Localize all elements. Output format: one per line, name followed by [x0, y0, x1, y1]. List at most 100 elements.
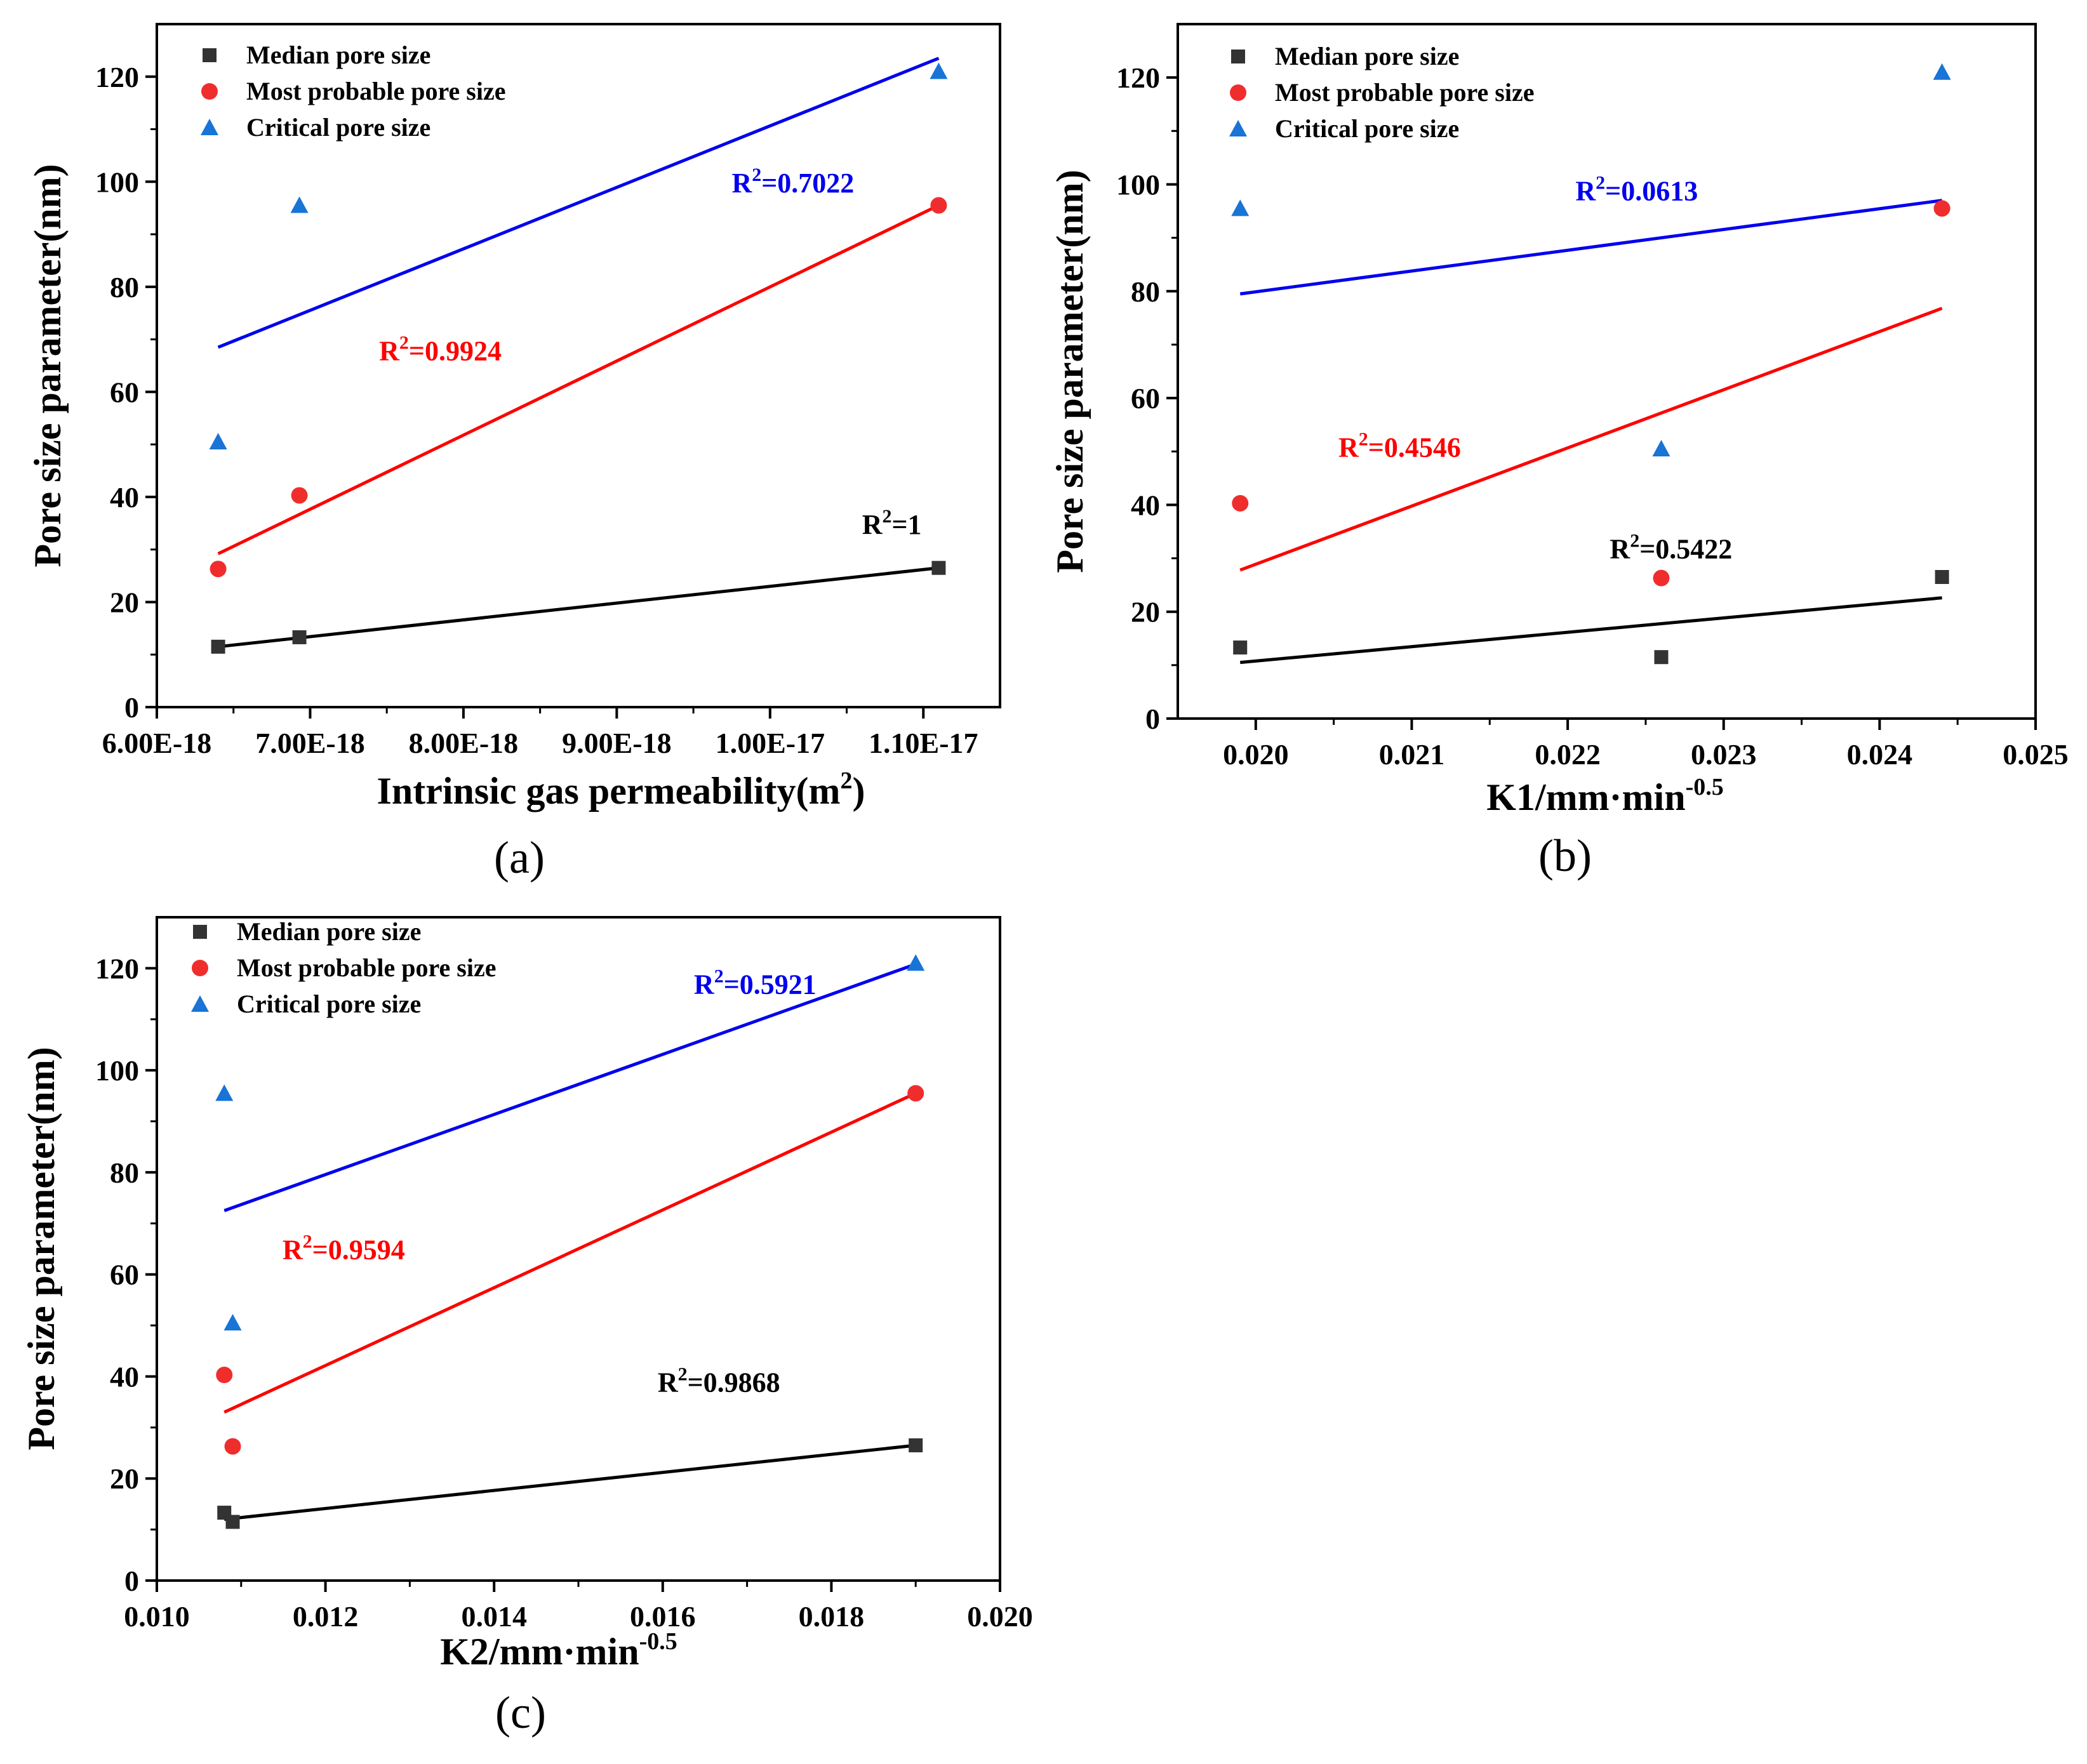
- y-tick-label: 100: [95, 166, 139, 198]
- data-point-median: [292, 630, 307, 644]
- y-tick-label: 60: [110, 376, 139, 408]
- data-point-median: [1935, 569, 1949, 584]
- data-point-critical: [215, 1084, 234, 1101]
- x-tick-label: 8.00E-18: [409, 727, 519, 759]
- legend-label-critical: Critical pore size: [1275, 114, 1459, 143]
- x-tick-label: 0.023: [1691, 738, 1757, 771]
- plot-frame: [156, 23, 1001, 708]
- legend-label-critical: Critical pore size: [246, 113, 430, 142]
- y-tick-label: 80: [1131, 275, 1160, 308]
- chart-panel-3: 0.010 0.012 0.014 0.016 0.018 0.020 0 20 40 60 80 1…: [20, 916, 1033, 1738]
- y-tick-label: 40: [110, 481, 139, 514]
- y-tick-label: 80: [110, 271, 139, 303]
- y-tick-label: 0: [124, 691, 139, 724]
- legend: Median pore size Most probable pore size C…: [201, 41, 506, 142]
- legend-marker-median: [203, 48, 217, 62]
- legend-marker-critical: [191, 995, 209, 1012]
- legend-label-critical: Critical pore size: [237, 990, 421, 1018]
- fit-line-most-probable: [1239, 307, 1943, 572]
- legend-marker-median: [1231, 50, 1245, 63]
- legend-marker-most-probable: [1230, 84, 1246, 101]
- legend: Median pore size Most probable pore size C…: [191, 917, 497, 1018]
- fit-line-median: [1240, 596, 1942, 665]
- x-tick-label: 9.00E-18: [562, 727, 672, 759]
- r2-label-median: R2=1: [862, 506, 922, 540]
- r2-label-critical: R2=0.5921: [694, 966, 817, 1000]
- chart-panel-2: 0.020 0.021 0.022 0.023 0.024 0.025 0 20 40 60 80 1…: [1049, 23, 2069, 881]
- r2-label-critical: R2=0.7022: [731, 164, 854, 199]
- x-tick-label: 0.020: [1223, 738, 1289, 771]
- data-point-most-probable: [907, 1085, 924, 1102]
- y-tick-label: 40: [1131, 489, 1160, 521]
- y-tick-label: 100: [1116, 168, 1160, 201]
- data-point-most-probable: [1653, 569, 1670, 587]
- x-tick-label: 0.025: [2003, 738, 2069, 771]
- legend-label-most-probable: Most probable pore size: [237, 953, 497, 982]
- y-tick-label: 120: [1116, 62, 1160, 94]
- r2-label-most-probable: R2=0.9924: [379, 333, 502, 367]
- data-point-most-probable: [1933, 200, 1950, 217]
- data-point-most-probable: [216, 1367, 233, 1384]
- data-point-critical: [223, 1314, 242, 1331]
- legend-marker-most-probable: [192, 960, 208, 976]
- r2-label-critical: R2=0.0613: [1575, 173, 1698, 207]
- legend-label-median: Median pore size: [1275, 42, 1459, 70]
- data-point-median: [211, 639, 225, 654]
- x-tick-label: 7.00E-18: [255, 727, 365, 759]
- legend-marker-most-probable: [201, 83, 218, 100]
- y-tick-label: 120: [95, 61, 139, 93]
- x-tick-label: 0.014: [461, 1600, 527, 1633]
- x-tick-label: 1.10E-17: [869, 727, 978, 759]
- legend-label-median: Median pore size: [237, 917, 421, 946]
- y-tick-label: 0: [1145, 703, 1160, 735]
- x-tick-label: 6.00E-18: [102, 727, 212, 759]
- y-tick-label: 120: [95, 952, 139, 985]
- fit-line-critical: [1239, 199, 1942, 296]
- y-axis-label: Pore size parameter(nm): [1049, 169, 1091, 573]
- chart-panel-1: 6.00E-18 7.00E-18 8.00E-18 9.00E-18 1.00E-17…: [27, 23, 1001, 883]
- x-tick-label: 0.012: [293, 1600, 359, 1633]
- panel-label: (c): [495, 1687, 546, 1738]
- x-tick-label: 0.021: [1379, 738, 1445, 771]
- y-tick-label: 80: [110, 1157, 139, 1189]
- data-point-most-probable: [291, 487, 308, 504]
- y-axis-label: Pore size parameter(nm): [20, 1047, 62, 1450]
- data-point-median: [931, 560, 946, 575]
- r2-label-most-probable: R2=0.4546: [1338, 429, 1461, 463]
- r2-label-median: R2=0.5422: [1610, 531, 1732, 565]
- data-point-critical: [1933, 63, 1951, 80]
- data-point-critical: [930, 62, 948, 79]
- y-axis-label: Pore size parameter(nm): [27, 164, 69, 567]
- plot-frame: [1177, 23, 2037, 720]
- r2-label-most-probable: R2=0.9594: [283, 1231, 405, 1266]
- panel-label: (a): [494, 832, 545, 883]
- legend: Median pore size Most probable pore size C…: [1229, 42, 1535, 143]
- data-point-most-probable: [210, 560, 227, 578]
- panel-label: (b): [1538, 830, 1592, 881]
- y-tick-label: 20: [110, 586, 139, 618]
- data-point-critical: [209, 433, 227, 450]
- fit-line-median: [223, 1443, 916, 1522]
- y-tick-label: 40: [110, 1360, 139, 1393]
- y-tick-label: 60: [1131, 382, 1160, 414]
- x-tick-label: 1.00E-17: [716, 727, 825, 759]
- y-tick-label: 20: [110, 1462, 139, 1495]
- fit-line-median: [218, 566, 939, 649]
- data-point-median: [1233, 640, 1248, 655]
- legend-marker-critical: [1229, 120, 1247, 136]
- fit-line-critical: [223, 962, 917, 1212]
- legend-label-most-probable: Most probable pore size: [246, 77, 506, 105]
- data-point-critical: [907, 954, 925, 971]
- fit-line-most-probable: [223, 1092, 917, 1414]
- x-tick-label: 0.010: [124, 1600, 190, 1633]
- x-axis-label: K2/mm·min-0.5: [440, 1628, 677, 1673]
- legend-marker-critical: [201, 119, 218, 135]
- x-axis-label: K1/mm·min-0.5: [1486, 774, 1724, 818]
- fit-line-critical: [217, 56, 940, 349]
- data-point-most-probable: [224, 1438, 241, 1455]
- data-point-median: [909, 1438, 923, 1452]
- y-tick-label: 0: [124, 1565, 139, 1597]
- x-tick-label: 0.020: [967, 1600, 1033, 1633]
- data-point-most-probable: [1232, 494, 1249, 512]
